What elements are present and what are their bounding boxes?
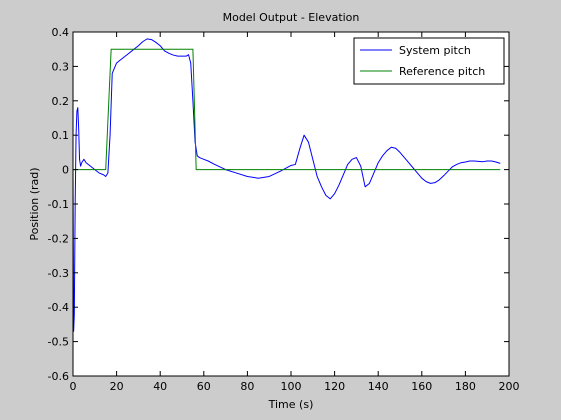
series-line-reference-pitch xyxy=(73,48,501,171)
series-line-system-pitch xyxy=(72,38,501,332)
y-tick-label-2: 0.2 xyxy=(52,95,70,108)
x-tick-label-8: 160 xyxy=(411,380,432,393)
x-tick-label-5: 100 xyxy=(281,380,302,393)
y-tick-label-10: -0.6 xyxy=(48,370,69,383)
legend-box xyxy=(353,37,505,85)
x-tick-label-4: 80 xyxy=(240,380,254,393)
y-tick-label-1: 0.3 xyxy=(52,60,70,73)
x-tick-label-9: 180 xyxy=(455,380,476,393)
chart-title: Model Output - Elevation xyxy=(223,11,360,24)
x-tick-label-6: 120 xyxy=(324,380,345,393)
y-axis-label: Position (rad) xyxy=(28,167,41,240)
x-tick-label-2: 40 xyxy=(153,380,167,393)
x-axis-label: Time (s) xyxy=(268,398,314,411)
series-layer xyxy=(72,38,501,332)
legend-label-reference-pitch: Reference pitch xyxy=(399,65,485,78)
legend-label-system-pitch: System pitch xyxy=(399,44,471,57)
y-tick-label-6: -0.2 xyxy=(48,232,69,245)
y-tick-label-3: 0.1 xyxy=(52,129,70,142)
y-tick-label-9: -0.5 xyxy=(48,336,69,349)
x-tick-label-3: 60 xyxy=(197,380,211,393)
plot-area xyxy=(73,32,509,376)
y-tick-label-0: 0.4 xyxy=(52,26,70,39)
legend: System pitch Reference pitch xyxy=(353,37,505,85)
y-tick-label-8: -0.4 xyxy=(48,301,69,314)
y-tick-label-4: 0 xyxy=(62,164,69,177)
x-tick-label-7: 140 xyxy=(368,380,389,393)
y-tick-label-7: -0.3 xyxy=(48,267,69,280)
ticks-layer: 0 20 40 60 80 100 120 140 160 180 200 0.4 0.3 0.2 0.1 0… xyxy=(48,26,520,393)
x-tick-label-0: 0 xyxy=(70,380,77,393)
x-tick-label-1: 20 xyxy=(110,380,124,393)
y-tick-label-5: -0.1 xyxy=(48,198,69,211)
x-tick-label-10: 200 xyxy=(499,380,520,393)
